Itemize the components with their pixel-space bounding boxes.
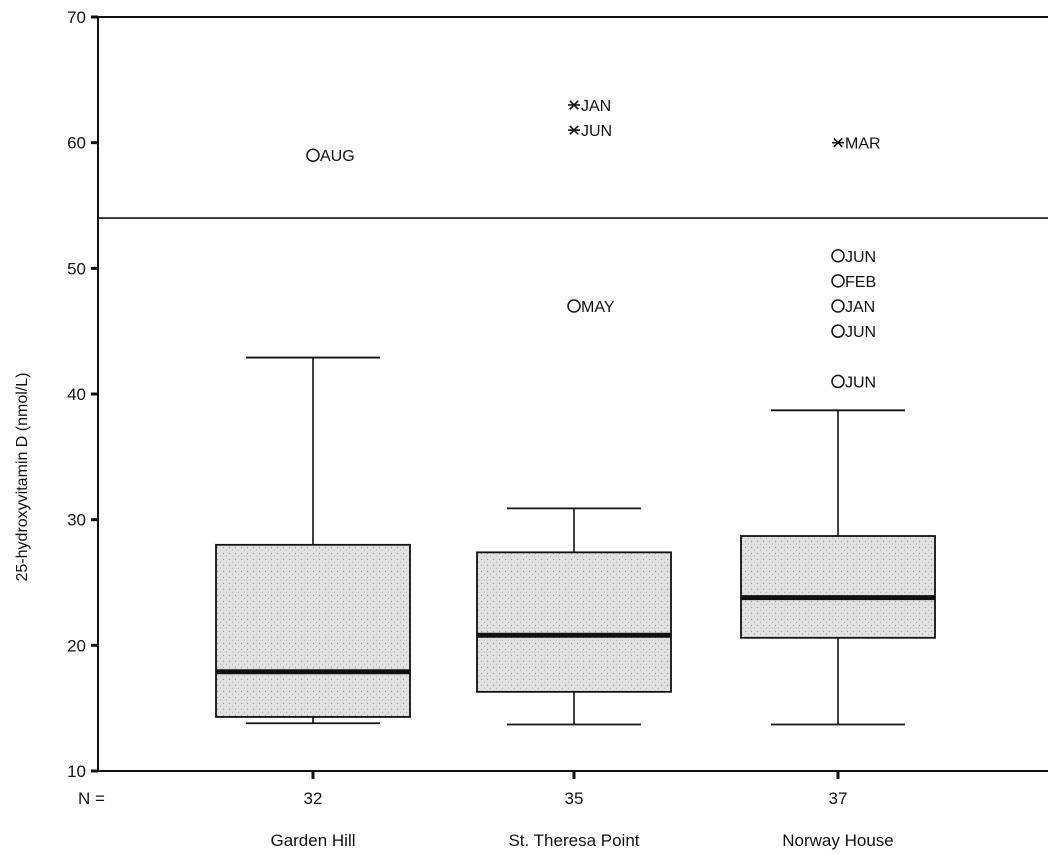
y-tick-label: 10 xyxy=(67,762,86,781)
category-label: Garden Hill xyxy=(270,831,355,850)
outlier-label: JUN xyxy=(845,249,876,266)
outlier-label: MAY xyxy=(581,299,615,316)
n-value-label: 35 xyxy=(565,789,584,808)
outlier-circle-marker xyxy=(831,249,845,263)
outlier-circle-marker xyxy=(306,148,320,162)
outlier-circle-marker xyxy=(831,374,845,389)
y-tick-label: 50 xyxy=(67,259,86,278)
outlier-label: JUN xyxy=(845,324,876,341)
outlier-label: JUN xyxy=(581,123,612,140)
box-iqr xyxy=(740,535,936,639)
y-tick-label: 20 xyxy=(67,636,86,655)
outlier-label: FEB xyxy=(845,274,876,291)
outlier-label: JUN xyxy=(845,374,876,391)
n-value-label: 32 xyxy=(304,789,323,808)
n-value-label: 37 xyxy=(829,789,848,808)
outlier-label: MAR xyxy=(845,136,881,153)
extreme-star-marker xyxy=(568,100,580,110)
outlier-circle-marker xyxy=(831,274,845,288)
y-axis-label: 25-hydroxyvitamin D (nmol/L) xyxy=(14,373,31,582)
extreme-star-marker xyxy=(832,137,844,148)
box-iqr xyxy=(215,543,411,718)
outlier-circle-marker xyxy=(831,324,845,338)
category-label: Norway House xyxy=(782,831,894,850)
y-tick-label: 60 xyxy=(67,134,86,153)
box-iqr xyxy=(476,551,672,693)
extreme-star-marker xyxy=(568,125,580,135)
y-tick-label: 40 xyxy=(67,385,86,404)
y-tick-label: 30 xyxy=(67,511,86,530)
outlier-label: AUG xyxy=(320,148,355,165)
n-prefix-label: N = xyxy=(78,789,105,808)
outlier-label: JAN xyxy=(845,299,875,316)
outlier-label: JAN xyxy=(581,98,611,115)
outlier-circle-marker xyxy=(567,299,581,313)
y-tick-label: 70 xyxy=(67,8,86,27)
category-label: St. Theresa Point xyxy=(508,831,639,850)
outlier-circle-marker xyxy=(831,299,845,313)
